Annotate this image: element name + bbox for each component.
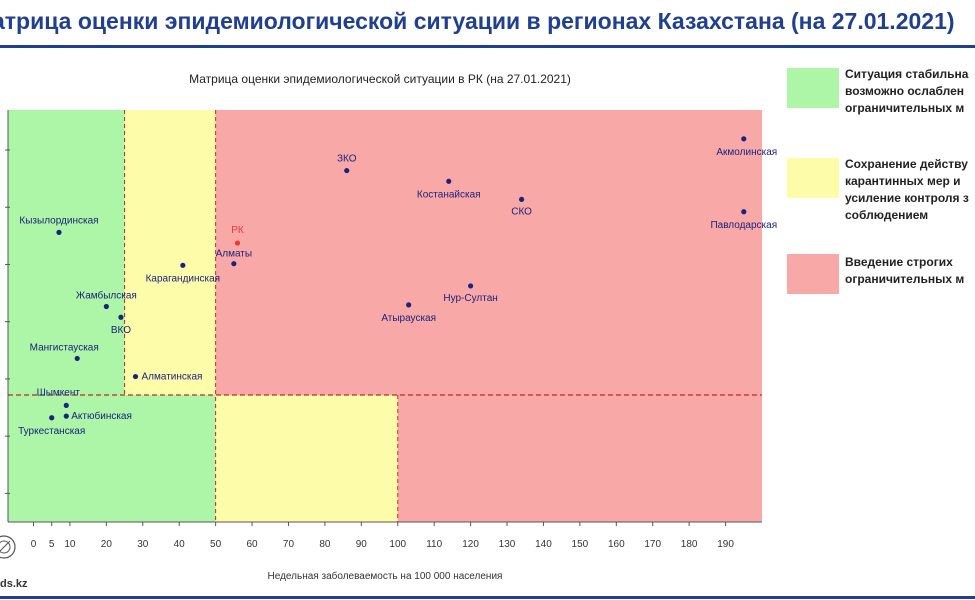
data-point [234, 240, 241, 246]
x-tick-label: 20 [101, 539, 113, 550]
legend-line: возможно ослаблен [845, 84, 965, 98]
data-label: ВКО [111, 325, 131, 336]
data-point [406, 302, 412, 308]
data-label: Мангистауская [30, 342, 99, 353]
data-point [56, 229, 62, 235]
data-label: Нур-Султан [443, 293, 497, 304]
data-label: Костанайская [417, 189, 481, 200]
x-tick-label: 190 [717, 539, 734, 550]
x-tick-label: 80 [319, 539, 331, 550]
legend-swatch-red [787, 254, 839, 294]
legend-text: Сохранение действу карантинных мер и уси… [845, 156, 975, 224]
data-point [63, 413, 69, 419]
x-tick-label: 100 [389, 539, 406, 550]
data-label: Атырауская [381, 313, 436, 324]
x-tick-label: 10 [64, 539, 76, 550]
x-tick-label: 180 [681, 539, 698, 550]
header: атрица оценки эпидемиологической ситуаци… [0, 0, 975, 44]
data-label: Шымкент [37, 387, 81, 398]
zone-lower-4 [215, 395, 398, 522]
legend-line: усиление контроля з [845, 191, 969, 205]
data-point [103, 303, 109, 310]
legend-line: Ситуация стабильна [845, 67, 969, 81]
x-tick-label: 5 [49, 539, 55, 550]
data-label: Актюбинская [71, 410, 132, 422]
data-point [446, 178, 452, 184]
page-title: атрица оценки эпидемиологической ситуаци… [0, 8, 955, 34]
data-label: ЗКО [337, 154, 357, 165]
legend-swatch-yellow [787, 158, 839, 198]
data-point [180, 262, 186, 268]
legend-line: соблюдением [845, 208, 929, 222]
x-tick-label: 70 [283, 539, 295, 550]
x-tick-label: 170 [644, 539, 661, 550]
footer-site: ds.kz [0, 578, 28, 590]
data-label: Кызылординская [19, 215, 98, 226]
zone-upper-0 [8, 110, 125, 395]
legend-line: карантинных мер и [845, 174, 961, 188]
legend-swatch-green [787, 68, 839, 108]
data-point [63, 402, 69, 409]
x-tick-label: 110 [426, 539, 442, 550]
data-point [344, 167, 350, 174]
data-label: РК [231, 225, 244, 236]
data-point [741, 209, 747, 215]
data-label: Павлодарская [710, 220, 777, 231]
data-label: Карагандинская [146, 273, 221, 284]
zone-upper-2 [215, 110, 763, 395]
data-point [132, 373, 139, 380]
data-label: СКО [511, 206, 532, 217]
data-point [741, 136, 747, 142]
x-axis-label: Недельная заболеваемость на 100 000 насе… [268, 570, 503, 582]
data-label: Акмолинская [716, 147, 777, 158]
legend-line: ограничительных м [845, 272, 965, 286]
x-tick-label: 60 [246, 539, 258, 550]
zone-upper-1 [124, 110, 216, 395]
data-point [518, 196, 525, 203]
x-tick-label: 0 [31, 539, 37, 550]
chart-title: Матрица оценки эпидемиологической ситуац… [189, 72, 571, 86]
x-tick-label: 30 [137, 539, 149, 550]
data-label: Алматы [216, 249, 253, 260]
legend-line: ограничительных м [845, 101, 965, 115]
x-tick-label: 130 [499, 539, 516, 550]
x-tick-label: 120 [462, 539, 479, 550]
data-point [467, 283, 474, 289]
logo-icon [0, 535, 16, 559]
x-tick-label: 90 [356, 539, 368, 550]
x-tick-label: 50 [210, 539, 222, 550]
legend: Ситуация стабильна возможно ослаблен огр… [787, 0, 975, 600]
x-tick-label: 140 [535, 539, 552, 550]
data-point [118, 314, 124, 320]
header-rule [0, 45, 975, 48]
footer-rule [0, 596, 975, 599]
zone-lower-3 [8, 395, 216, 522]
data-point [74, 355, 80, 362]
x-tick-label: 150 [572, 539, 589, 550]
data-label: Туркестанская [18, 426, 85, 437]
data-label: Алматинская [141, 372, 202, 383]
zone-lower-5 [397, 395, 762, 522]
x-tick-label: 40 [174, 539, 186, 550]
data-label: Жамбылская [76, 290, 137, 302]
legend-line: Введение строгих [845, 255, 953, 269]
data-point [49, 415, 55, 421]
legend-line: Сохранение действу [845, 157, 968, 171]
x-tick-label: 160 [608, 539, 625, 550]
legend-text: Введение строгих ограничительных м [845, 254, 975, 288]
legend-text: Ситуация стабильна возможно ослаблен огр… [845, 66, 975, 117]
data-point [231, 261, 237, 267]
